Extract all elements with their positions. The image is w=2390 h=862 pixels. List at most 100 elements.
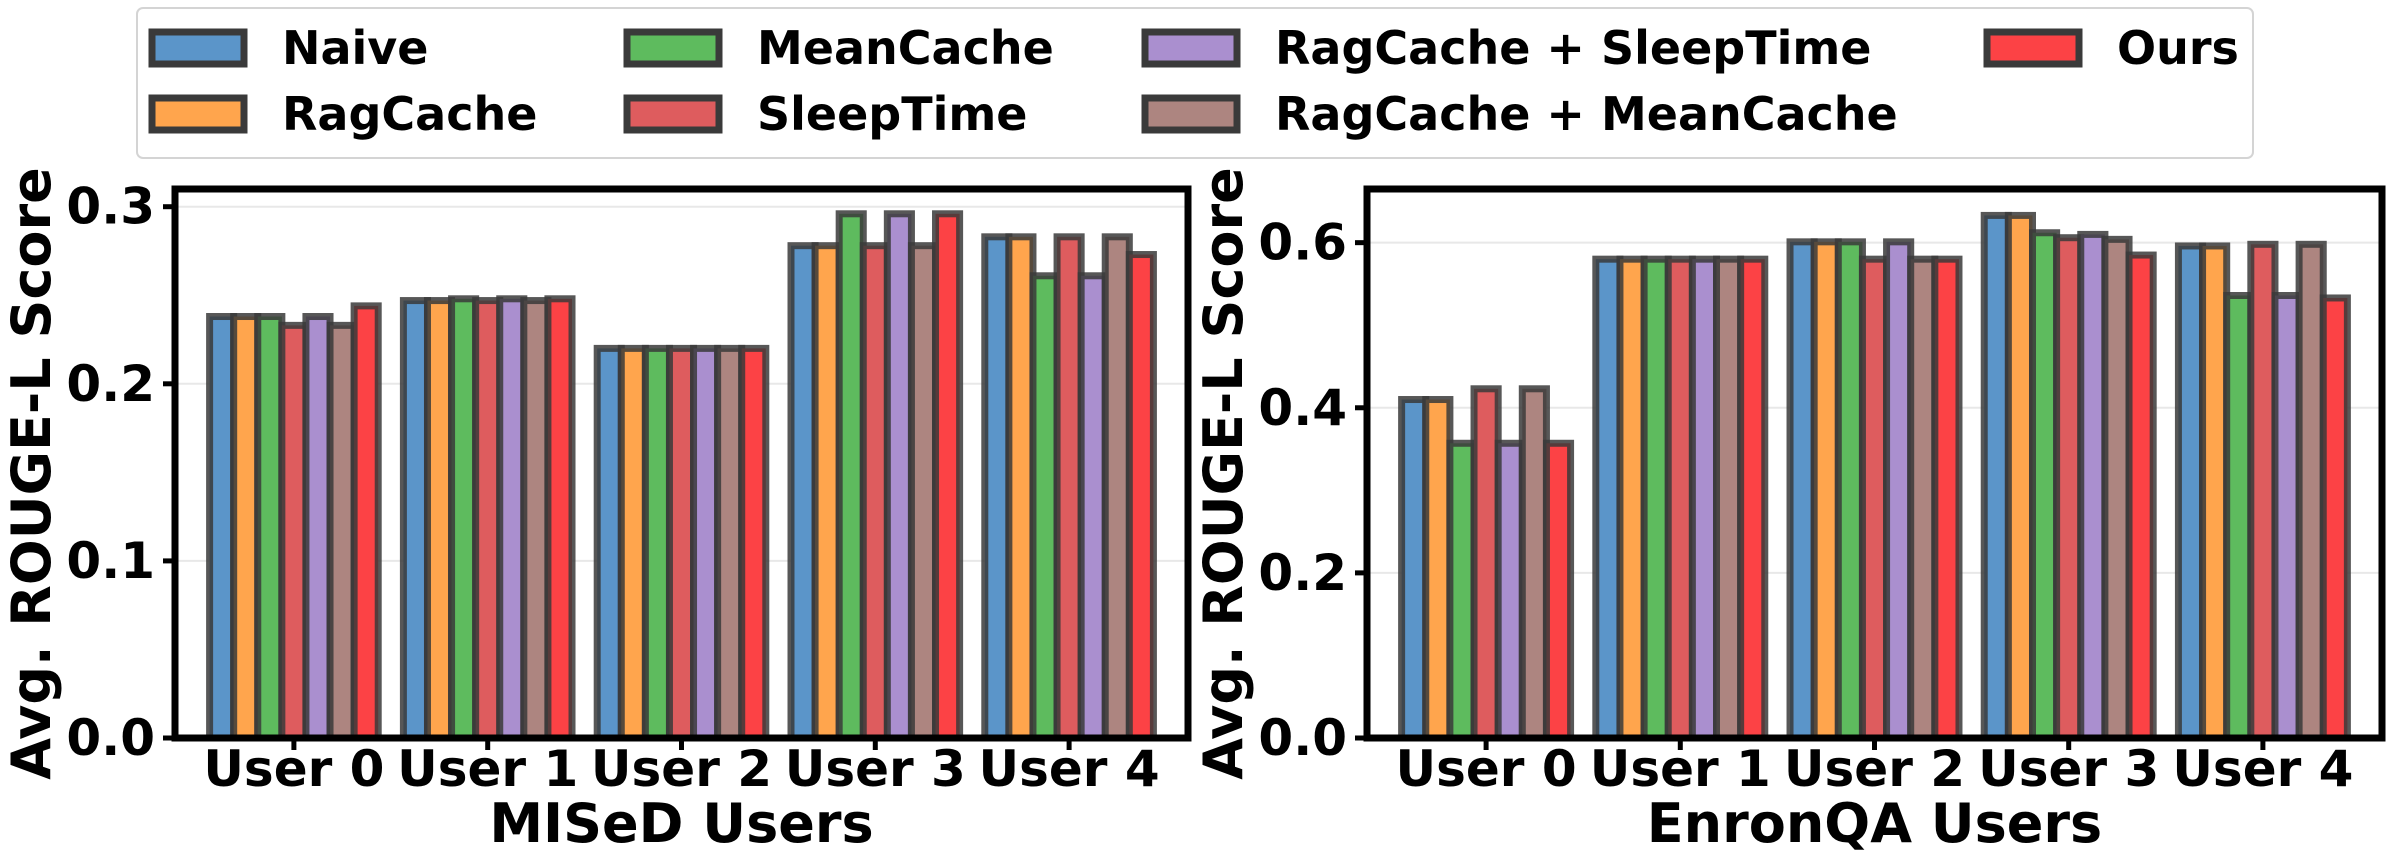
legend-label: RagCache + SleepTime — [1275, 21, 1871, 75]
bar-naive-user-3 — [787, 242, 819, 742]
bar-naive-user-2 — [1786, 238, 1818, 742]
bar-ragcache-meancache-user-4 — [2295, 240, 2327, 742]
bar-ours-user-4 — [1125, 251, 1157, 742]
bar-sleeptime-user-1 — [472, 297, 504, 742]
legend-swatch — [1141, 28, 1241, 68]
bar-ragcache-sleeptime-user-2 — [1883, 238, 1915, 742]
bar-ragcache-meancache-user-3 — [907, 242, 940, 742]
bar-meancache-user-1 — [1640, 255, 1672, 742]
legend-item-ragcache-meancache: RagCache + MeanCache — [1141, 87, 1898, 141]
bar-ragcache-meancache-user-2 — [714, 344, 746, 742]
bar-ragcache-sleeptime-user-3 — [2077, 230, 2109, 742]
bar-meancache-user-2 — [1834, 238, 1866, 742]
bar-ragcache-user-0 — [1422, 396, 1454, 742]
legend-swatch — [1141, 94, 1241, 134]
y-tick-label: 0.2 — [1258, 544, 1347, 602]
y-tick-label: 0.0 — [66, 709, 155, 767]
legend-swatch — [148, 28, 248, 68]
bar-ours-user-1 — [544, 295, 576, 742]
bar-ours-user-0 — [1542, 439, 1575, 742]
bar-ragcache-sleeptime-user-0 — [1494, 439, 1526, 742]
bar-sleeptime-user-1 — [1664, 255, 1696, 742]
y-tick-label: 0.2 — [66, 355, 155, 413]
bar-ours-user-1 — [1737, 255, 1769, 742]
legend-item-ragcache-sleeptime: RagCache + SleepTime — [1141, 21, 1871, 75]
bar-ours-user-3 — [2125, 251, 2157, 742]
bar-meancache-user-0 — [1446, 439, 1478, 742]
legend-label: SleepTime — [757, 87, 1028, 141]
legend-item-naive: Naive — [148, 21, 429, 75]
bar-sleeptime-user-0 — [1470, 385, 1502, 742]
bar-ragcache-user-4 — [1005, 233, 1037, 742]
x-tick-label: User 1 — [397, 740, 578, 798]
legend-item-meancache: MeanCache — [623, 21, 1054, 75]
bar-naive-user-2 — [593, 344, 625, 742]
bar-meancache-user-1 — [448, 295, 480, 742]
bar-meancache-user-4 — [2223, 292, 2255, 742]
bar-ours-user-3 — [932, 210, 964, 742]
bar-sleeptime-user-4 — [2247, 240, 2279, 742]
bar-ours-user-4 — [2319, 294, 2351, 742]
bar-ragcache-user-4 — [2199, 242, 2231, 742]
x-tick-label: User 2 — [591, 740, 772, 798]
bar-meancache-user-3 — [835, 210, 867, 742]
mised-chart: 0.0 0.1 0.2 0.3 User 0 User 1 User 2 User 3 User… — [0, 167, 1192, 855]
x-tick-label: User 2 — [1784, 740, 1965, 798]
bar-sleeptime-user-2 — [665, 344, 698, 742]
x-tick-label: User 0 — [203, 740, 384, 798]
bar-naive-user-4 — [2174, 242, 2207, 742]
bar-sleeptime-user-3 — [2053, 234, 2085, 742]
bar-ragcache-sleeptime-user-3 — [883, 210, 915, 742]
bar-sleeptime-user-3 — [859, 242, 891, 742]
y-tick-label: 0.1 — [66, 532, 155, 590]
bar-meancache-user-0 — [254, 313, 286, 742]
bar-ragcache-meancache-user-0 — [1518, 385, 1550, 742]
legend-label: Ours — [2117, 21, 2239, 75]
bar-ours-user-2 — [1931, 255, 1963, 742]
legend-label: Naive — [282, 21, 429, 75]
x-tick-label: User 4 — [2172, 740, 2353, 798]
legend-swatch — [623, 28, 723, 68]
enronqa-chart: 0.0 0.2 0.4 0.6 User 0 User 1 User 2 User 3 User… — [1192, 167, 2386, 855]
bar-ragcache-user-0 — [230, 313, 262, 742]
legend: Naive RagCache MeanCache SleepTime RagCache … — [136, 7, 2254, 159]
legend-swatch — [623, 94, 723, 134]
bar-meancache-user-4 — [1029, 272, 1061, 742]
legend-swatch — [148, 94, 248, 134]
bar-naive-user-0 — [1398, 396, 1430, 742]
x-tick-label: User 4 — [979, 740, 1160, 798]
legend-label: RagCache + MeanCache — [1275, 87, 1898, 141]
bar-ragcache-meancache-user-1 — [1713, 255, 1745, 742]
x-tick-label: User 3 — [785, 740, 966, 798]
bar-sleeptime-user-0 — [278, 321, 310, 742]
y-tick-label: 0.3 — [66, 178, 155, 236]
legend-item-ours: Ours — [1983, 21, 2239, 75]
y-axis-title: Avg. ROUGE-L Score — [0, 167, 63, 779]
bar-ragcache-user-3 — [2004, 211, 2036, 742]
y-axis-title: Avg. ROUGE-L Score — [1192, 167, 1255, 779]
bar-naive-user-1 — [399, 297, 431, 742]
y-tick-label: 0.0 — [1258, 709, 1347, 767]
bar-naive-user-0 — [206, 313, 238, 742]
bar-ragcache-sleeptime-user-4 — [1077, 272, 1109, 742]
bar-sleeptime-user-2 — [1858, 255, 1891, 742]
bar-ragcache-meancache-user-1 — [520, 297, 552, 742]
bar-ragcache-meancache-user-0 — [326, 321, 358, 742]
x-tick-label: User 0 — [1396, 740, 1577, 798]
x-tick-label: User 1 — [1590, 740, 1771, 798]
bar-ragcache-user-2 — [617, 344, 649, 742]
bar-ours-user-2 — [738, 344, 770, 742]
bar-ragcache-meancache-user-2 — [1907, 255, 1939, 742]
y-tick-label: 0.6 — [1258, 214, 1347, 272]
bar-ragcache-meancache-user-3 — [2101, 235, 2133, 742]
bar-ragcache-sleeptime-user-0 — [302, 313, 334, 742]
y-tick-label: 0.4 — [1258, 379, 1347, 437]
bar-ragcache-user-2 — [1810, 238, 1842, 742]
bar-ours-user-0 — [350, 302, 382, 742]
legend-swatch — [1983, 28, 2083, 68]
legend-label: MeanCache — [757, 21, 1054, 75]
bar-meancache-user-2 — [641, 344, 673, 742]
bar-sleeptime-user-4 — [1053, 233, 1085, 742]
x-axis-title: EnronQA Users — [1647, 792, 2102, 855]
bar-ragcache-sleeptime-user-2 — [690, 344, 722, 742]
